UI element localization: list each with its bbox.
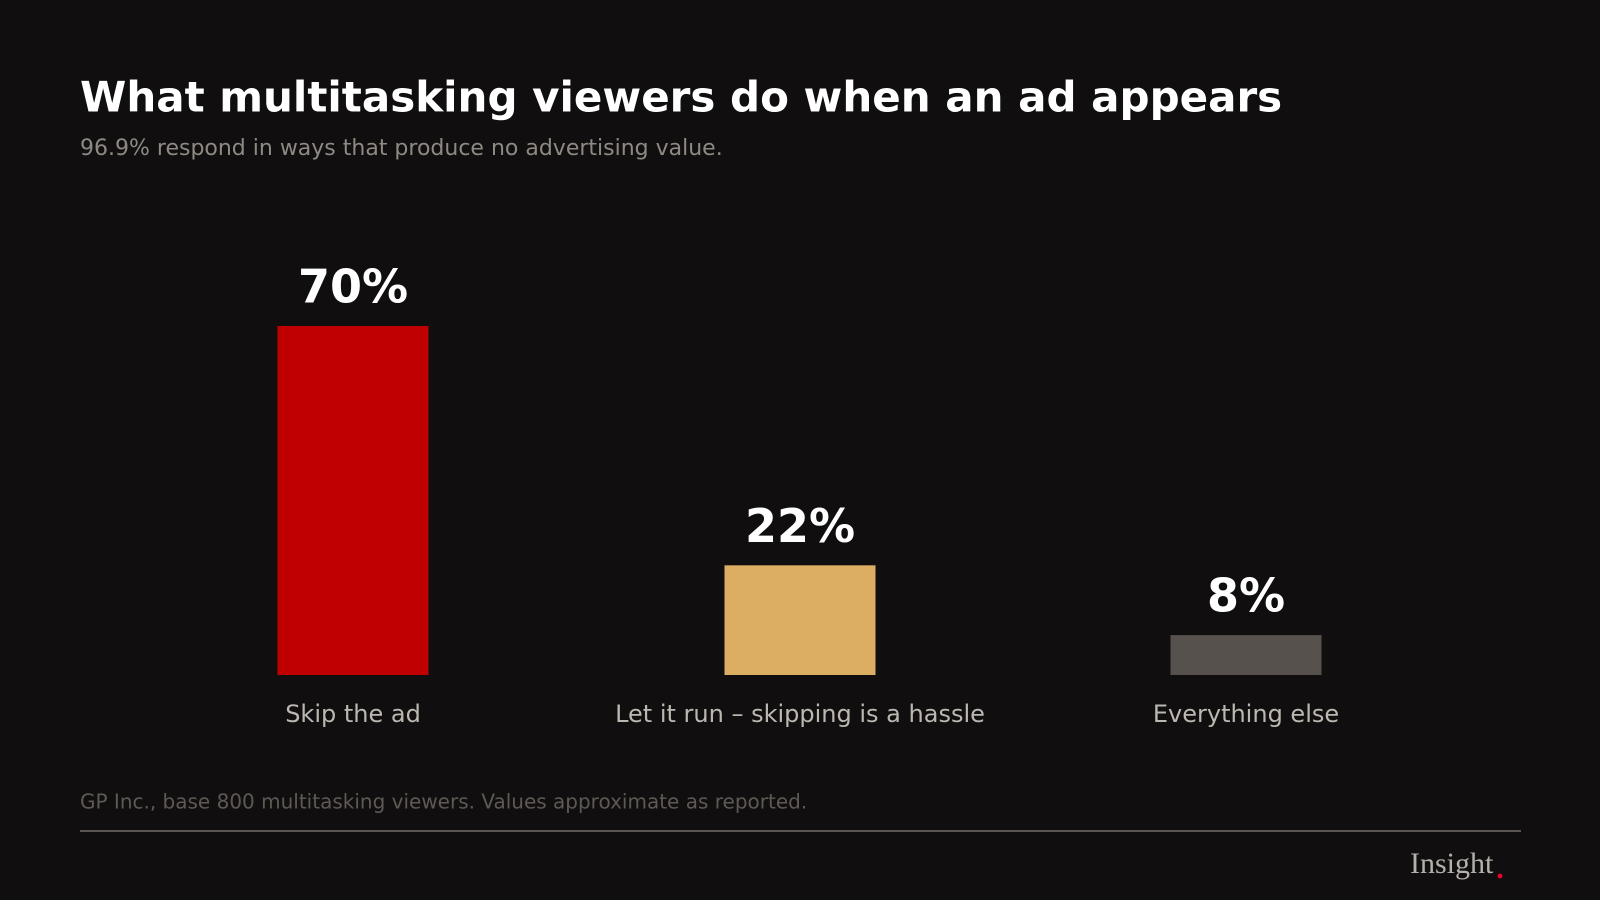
value-label: 8%: [1207, 569, 1285, 623]
bar: [724, 565, 876, 675]
value-label: 22%: [745, 499, 855, 553]
chart-title: What multitasking viewers do when an ad …: [80, 73, 1282, 122]
chart-subtitle: 96.9% respond in ways that produce no ad…: [80, 136, 723, 161]
brand-dot: [1497, 873, 1503, 879]
x-tick-label: Skip the ad: [285, 700, 421, 728]
x-tick-label: Everything else: [1153, 700, 1339, 728]
bar: [1170, 635, 1322, 675]
source-note: GP Inc., base 800 multitasking viewers. …: [80, 790, 807, 814]
x-tick-label: Let it run – skipping is a hassle: [615, 700, 985, 728]
bar: [277, 326, 429, 675]
value-label: 70%: [298, 260, 408, 314]
brand: Insight: [1410, 847, 1494, 880]
